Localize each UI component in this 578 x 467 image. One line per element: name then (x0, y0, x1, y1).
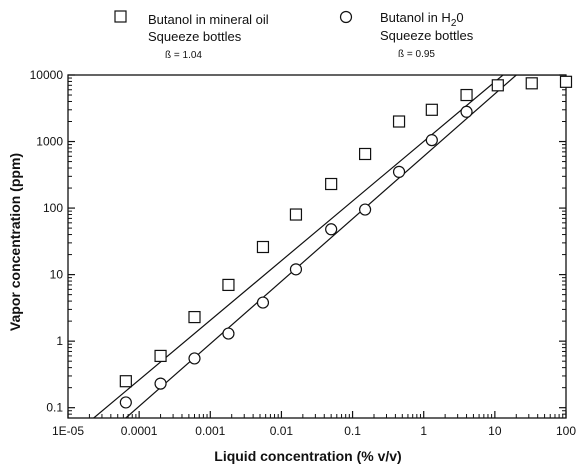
legend-series-1-beta: ß = 1.04 (165, 50, 202, 61)
legend-series-2-line1: Butanol in H20 (380, 10, 464, 29)
square-marker (460, 88, 473, 102)
legend-series-2-beta: ß = 0.95 (398, 49, 435, 60)
circle-marker (188, 352, 201, 365)
y-tick-label: 10 (50, 268, 64, 282)
y-tick-label: 1000 (36, 135, 63, 149)
y-axis: 0.1 1 10 100 1000 10000 (30, 68, 566, 415)
circle-marker (256, 296, 270, 309)
y-tick-label: 10000 (30, 68, 64, 82)
fit-line-series-2 (125, 75, 517, 418)
y-tick-label: 100 (43, 201, 63, 215)
x-axis: 1E-05 0.0001 0.001 0.01 0.1 1 10 100 (52, 411, 576, 438)
square-marker (188, 310, 201, 324)
circle-marker (289, 263, 303, 276)
square-marker (425, 103, 438, 116)
circle-marker (392, 165, 406, 178)
square-marker (525, 77, 538, 90)
square-marker (222, 278, 235, 292)
fit-line-series-1 (93, 75, 566, 418)
square-marker (392, 115, 406, 128)
y-tick-label: 1 (56, 334, 63, 348)
legend-series-2-name: Butanol in H (380, 10, 451, 25)
legend-series-2-tail: 0 (456, 10, 463, 25)
square-marker (154, 349, 167, 363)
square-marker (559, 75, 573, 88)
circle-marker (460, 105, 473, 118)
fit-lines (93, 75, 566, 418)
legend-series-2-line2: Squeeze bottles (380, 28, 474, 43)
x-tick-label: 0.001 (195, 424, 225, 438)
circle-marker (119, 396, 132, 409)
x-tick-label: 0.0001 (121, 424, 158, 438)
circle-marker (222, 327, 235, 340)
circle-marker (154, 377, 167, 390)
plot-area: 1E-05 0.0001 0.001 0.01 0.1 1 10 100 0.11101001… (30, 68, 577, 438)
circle-marker (325, 223, 338, 236)
legend-series-1-line2: Squeeze bottles (148, 29, 242, 44)
square-marker (358, 147, 372, 161)
circle-marker (358, 203, 372, 216)
data-markers (119, 75, 573, 409)
square-marker (256, 240, 270, 254)
legend-series-2-sub: 2 (451, 18, 457, 29)
x-axis-label: Liquid concentration (% v/v) (214, 448, 401, 464)
y-axis-label: Vapor concentration (ppm) (7, 153, 23, 331)
square-marker (491, 79, 504, 92)
x-tick-label: 0.1 (344, 424, 361, 438)
circle-marker (425, 134, 438, 147)
x-tick-label: 0.01 (270, 424, 294, 438)
legend-circle-marker (339, 10, 353, 24)
x-tick-label: 1E-05 (52, 424, 84, 438)
legend: Butanol in mineral oil Squeeze bottles ß… (114, 10, 474, 61)
square-marker (289, 208, 303, 221)
x-tick-label: 100 (556, 424, 576, 438)
legend-square-marker (114, 10, 127, 23)
y-tick-label: 0.1 (46, 401, 63, 415)
x-tick-label: 10 (488, 424, 502, 438)
square-marker (119, 375, 132, 388)
legend-series-1-line1: Butanol in mineral oil (148, 12, 269, 27)
x-tick-label: 1 (420, 424, 427, 438)
square-marker (325, 177, 338, 191)
plot-frame (67, 74, 567, 419)
